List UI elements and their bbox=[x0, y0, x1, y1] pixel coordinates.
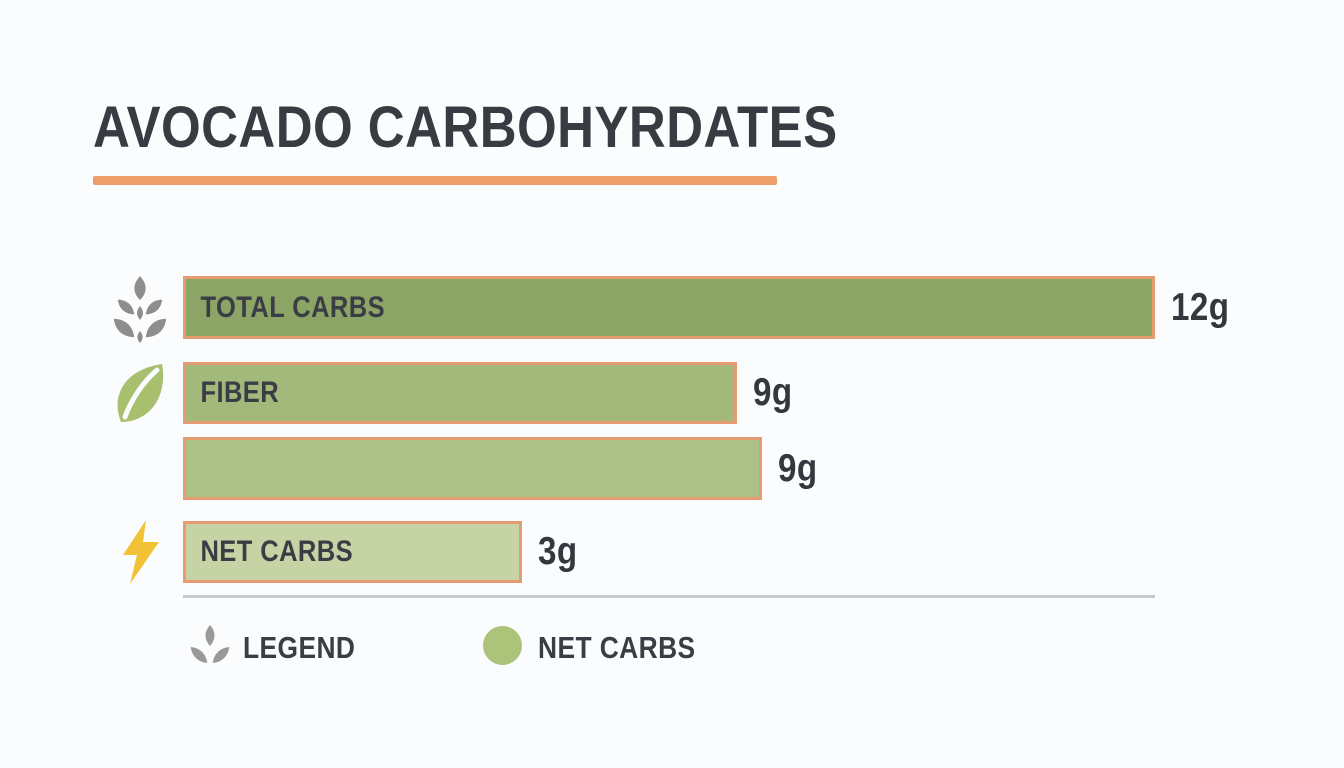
page-title-text: AVOCADO CARBOHYRDATES bbox=[93, 95, 838, 160]
legend-title-text: LEGEND bbox=[243, 630, 356, 665]
bar-value-total-carbs: 12g bbox=[1171, 285, 1230, 329]
sprout-icon bbox=[189, 624, 231, 670]
title-underline bbox=[93, 176, 777, 185]
legend-item-label-text: NET CARBS bbox=[538, 630, 696, 665]
bar-unlabeled bbox=[183, 437, 762, 500]
bar-net-carbs: NET CARBS bbox=[183, 520, 522, 583]
legend-title: LEGEND bbox=[243, 630, 375, 666]
bar-row-fiber: FIBER 9g bbox=[183, 361, 800, 424]
page-title: AVOCADO CARBOHYRDATES bbox=[93, 96, 939, 160]
wheat-icon bbox=[113, 275, 167, 345]
legend-item-label: NET CARBS bbox=[538, 630, 723, 666]
leaf-icon bbox=[110, 360, 168, 428]
bar-row-total-carbs: TOTAL CARBS 12g bbox=[183, 276, 1240, 339]
bar-row-unlabeled: 9g bbox=[183, 437, 825, 500]
bar-value-net-carbs: 3g bbox=[538, 529, 578, 573]
legend-divider bbox=[183, 595, 1155, 598]
net-carbs-swatch bbox=[483, 626, 522, 665]
bar-label-fiber: FIBER bbox=[200, 375, 280, 409]
lightning-bolt-icon bbox=[118, 520, 164, 584]
bar-label-net-carbs: NET CARBS bbox=[200, 534, 354, 568]
bar-value-unlabeled: 9g bbox=[778, 446, 818, 490]
bar-value-fiber: 9g bbox=[753, 370, 793, 414]
bar-total-carbs: TOTAL CARBS bbox=[183, 276, 1155, 339]
bar-row-net-carbs: NET CARBS 3g bbox=[183, 520, 585, 583]
bar-fiber: FIBER bbox=[183, 361, 737, 424]
bar-label-total-carbs: TOTAL CARBS bbox=[200, 290, 386, 324]
